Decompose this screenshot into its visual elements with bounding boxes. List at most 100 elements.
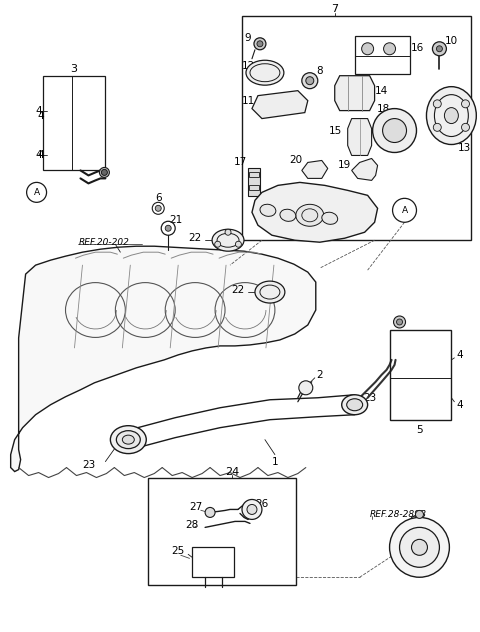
Text: 8: 8 — [316, 66, 323, 76]
Text: 13: 13 — [458, 143, 471, 154]
Text: 24: 24 — [225, 466, 239, 477]
Ellipse shape — [116, 430, 140, 449]
Circle shape — [383, 119, 407, 142]
Text: 20: 20 — [289, 155, 302, 166]
Text: 18: 18 — [377, 104, 390, 114]
Text: 10: 10 — [445, 36, 458, 46]
Text: 21: 21 — [169, 216, 183, 225]
Text: 14: 14 — [375, 86, 388, 95]
Text: 23: 23 — [82, 459, 95, 470]
Text: 5: 5 — [416, 425, 423, 435]
Circle shape — [390, 518, 449, 577]
Circle shape — [461, 123, 469, 131]
Text: 17: 17 — [233, 157, 247, 167]
Text: A: A — [401, 206, 408, 215]
Text: 4: 4 — [35, 106, 42, 116]
Text: 4: 4 — [37, 111, 44, 121]
Bar — [355, 36, 409, 74]
Circle shape — [436, 46, 443, 52]
Text: 19: 19 — [338, 161, 351, 171]
Circle shape — [416, 511, 423, 518]
Circle shape — [242, 499, 262, 520]
Ellipse shape — [444, 107, 458, 124]
Text: 2: 2 — [316, 370, 323, 380]
Circle shape — [433, 100, 441, 108]
Circle shape — [372, 109, 417, 152]
Circle shape — [235, 241, 241, 247]
Bar — [43, 76, 106, 171]
Circle shape — [399, 527, 439, 568]
Bar — [192, 547, 234, 577]
Circle shape — [155, 205, 161, 211]
Text: 4: 4 — [456, 400, 463, 410]
Text: 26: 26 — [255, 499, 269, 509]
Bar — [248, 169, 260, 197]
Text: 6: 6 — [155, 193, 162, 204]
Polygon shape — [252, 90, 308, 119]
Text: 12: 12 — [241, 61, 254, 71]
Circle shape — [225, 229, 231, 235]
Text: 27: 27 — [190, 502, 203, 513]
Text: 23: 23 — [363, 392, 376, 403]
Ellipse shape — [322, 212, 337, 224]
Circle shape — [254, 38, 266, 50]
Ellipse shape — [110, 426, 146, 454]
Polygon shape — [252, 183, 378, 242]
Circle shape — [205, 507, 215, 518]
Text: A: A — [34, 188, 40, 197]
Text: 25: 25 — [171, 546, 185, 556]
Circle shape — [302, 73, 318, 88]
Text: 4: 4 — [35, 150, 42, 161]
Text: 3: 3 — [70, 64, 77, 74]
Circle shape — [461, 100, 469, 108]
Bar — [390, 330, 451, 420]
Circle shape — [394, 316, 406, 328]
Circle shape — [306, 76, 314, 85]
Text: 11: 11 — [241, 95, 254, 106]
Circle shape — [215, 241, 221, 247]
Bar — [148, 478, 296, 585]
Circle shape — [396, 319, 403, 325]
Circle shape — [411, 539, 428, 556]
Text: 28: 28 — [185, 520, 199, 530]
Ellipse shape — [342, 395, 368, 415]
Circle shape — [433, 123, 441, 131]
Circle shape — [432, 42, 446, 56]
Ellipse shape — [246, 60, 284, 85]
Circle shape — [257, 41, 263, 47]
Text: 22: 22 — [189, 233, 202, 243]
Circle shape — [384, 43, 396, 55]
Text: 7: 7 — [331, 4, 338, 14]
Polygon shape — [11, 246, 316, 471]
Text: 4: 4 — [456, 350, 463, 360]
Text: 9: 9 — [245, 33, 252, 43]
Circle shape — [299, 381, 313, 395]
Polygon shape — [302, 161, 328, 178]
Text: 22: 22 — [231, 285, 245, 295]
Bar — [249, 173, 259, 178]
Polygon shape — [348, 119, 372, 155]
Circle shape — [99, 167, 109, 178]
Text: REF.28-289B: REF.28-289B — [370, 510, 427, 519]
Text: 16: 16 — [411, 43, 424, 53]
Circle shape — [247, 504, 257, 514]
Ellipse shape — [280, 209, 296, 221]
Text: 15: 15 — [329, 126, 342, 135]
Circle shape — [361, 43, 373, 55]
Ellipse shape — [426, 87, 476, 145]
Text: 4: 4 — [37, 150, 44, 161]
Ellipse shape — [296, 204, 324, 226]
Ellipse shape — [212, 229, 244, 251]
Text: REF.20-202: REF.20-202 — [78, 238, 129, 246]
Polygon shape — [335, 76, 374, 111]
Ellipse shape — [347, 399, 363, 411]
Circle shape — [101, 169, 108, 176]
Text: 1: 1 — [272, 456, 278, 466]
Polygon shape — [352, 159, 378, 180]
Ellipse shape — [122, 435, 134, 444]
Bar — [242, 16, 471, 240]
Ellipse shape — [260, 204, 276, 216]
Bar — [249, 185, 259, 190]
Ellipse shape — [255, 281, 285, 303]
Circle shape — [165, 225, 171, 231]
